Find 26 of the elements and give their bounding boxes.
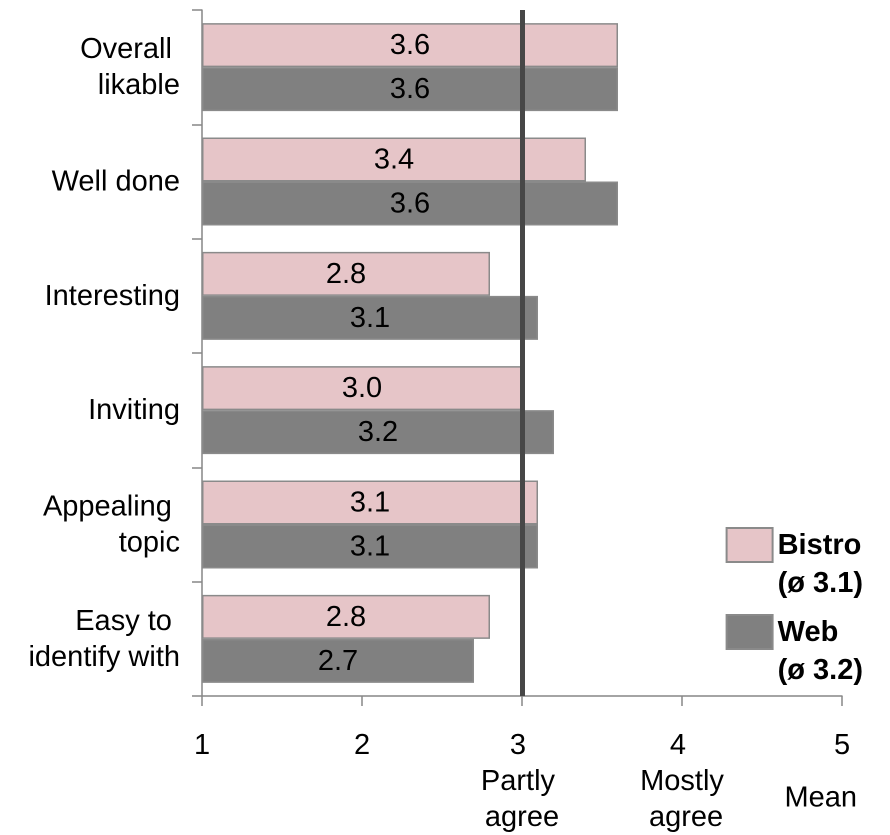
data-label: 2.8 (326, 258, 366, 290)
legend-label: Bistro (ø 3.1) (778, 529, 864, 599)
data-label: 3.1 (350, 302, 390, 334)
data-label: 3.2 (358, 416, 398, 448)
y-tick-label: Interesting (44, 280, 180, 312)
x-tick-label: 1 (194, 729, 210, 761)
x-tick-label: 2 (354, 729, 370, 761)
legend-label: Web (ø 3.2) (778, 616, 864, 686)
data-label: 3.6 (390, 73, 430, 106)
data-label: 3.6 (390, 188, 430, 220)
data-label: 2.8 (326, 600, 366, 633)
data-label: 2.7 (318, 644, 358, 677)
data-label: 3.1 (350, 530, 390, 563)
y-tick-label: Appealing topic (42, 490, 180, 558)
y-tick-label: Overall likable (80, 33, 180, 102)
data-label: 3.6 (390, 29, 430, 62)
data-label: 3.4 (374, 143, 414, 176)
x-axis-title: Mean (784, 782, 857, 814)
y-tick-label: Inviting (88, 394, 180, 426)
x-tick-label: 4 Mostly agree (640, 729, 724, 833)
data-label: 3.0 (342, 372, 382, 404)
data-label: 3.1 (350, 486, 390, 518)
y-tick-label: Well done (52, 166, 180, 198)
y-tick-label: Easy to identify with (28, 604, 180, 673)
x-tick-label: 3 Partly agree (480, 729, 564, 833)
x-tick-label: 5 (834, 729, 850, 761)
